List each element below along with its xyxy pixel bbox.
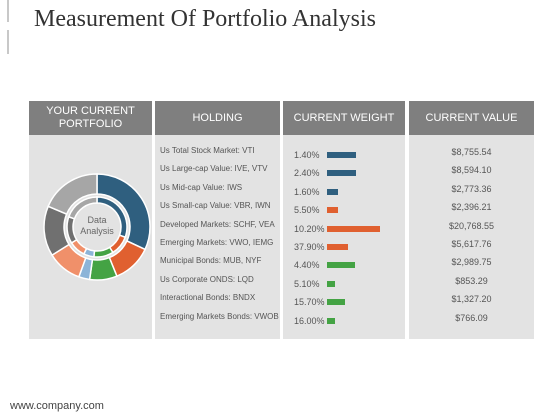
holding-item: Us Total Stock Market: VTI	[160, 146, 255, 155]
weight-row: 2.40%	[283, 166, 405, 180]
weight-bar	[327, 170, 356, 177]
weight-bar	[327, 280, 335, 287]
weight-header: CURRENT WEIGHT	[283, 101, 405, 135]
weight-percent: 1.60%	[294, 186, 320, 197]
portfolio-donut: Data Analysis	[39, 169, 155, 285]
left-edge-line-bottom	[7, 30, 9, 54]
weight-row: 15.70%	[283, 295, 405, 309]
value-item: $853.29	[455, 275, 488, 286]
weight-row: 1.60%	[283, 185, 405, 199]
value-item: $766.09	[455, 312, 488, 323]
value-item: $8,755.54	[451, 147, 492, 157]
footer-url: www.company.com	[10, 400, 104, 412]
weight-bar	[327, 188, 338, 195]
holding-column: HOLDING Us Total Stock Market: VTI Us Lar…	[155, 101, 280, 339]
portfolio-body: Data Analysis	[29, 135, 152, 339]
value-item: $8,594.10	[451, 165, 492, 176]
donut-inner-segment	[67, 196, 98, 220]
value-item: $1,327.20	[451, 294, 492, 305]
value-item: $2,396.21	[451, 202, 492, 213]
weight-percent: 2.40%	[294, 168, 320, 179]
holding-item: Interactional Bonds: BNDX	[160, 293, 256, 303]
weight-percent: 15.70%	[294, 297, 325, 308]
weight-row: 5.50%	[283, 203, 405, 217]
donut-center-label: Data Analysis	[80, 215, 114, 236]
value-header: CURRENT VALUE	[409, 101, 534, 135]
weight-percent: 16.00%	[294, 315, 325, 326]
holding-item: Emerging Markets: VWO, IEMG	[160, 238, 274, 247]
weight-row: 4.40%	[283, 258, 405, 272]
donut-outer-segment	[47, 173, 98, 216]
weight-row: 37.90%	[283, 240, 405, 254]
holding-item: Us Small-cap Value: VBR, IWN	[160, 201, 271, 211]
donut-center	[75, 205, 119, 249]
weight-body: 1.40% 2.40% 1.60% 5.50% 10.20% 37.90% 4.40% 5.1…	[283, 135, 405, 339]
weight-bar	[327, 244, 348, 250]
weight-row: 1.40%	[283, 148, 405, 162]
holding-item: Developed Markets: SCHF, VEA	[160, 219, 275, 229]
weight-column: CURRENT WEIGHT 1.40% 2.40% 1.60% 5.50% 10.20…	[283, 101, 405, 339]
holding-item: Us Large-cap Value: IVE, VTV	[160, 164, 268, 174]
value-item: $2,989.75	[451, 257, 492, 268]
weight-row: 5.10%	[283, 277, 405, 291]
weight-row: 10.20%	[283, 222, 405, 236]
value-item: $5,617.76	[451, 239, 492, 249]
weight-bar	[327, 262, 355, 269]
weight-row: 16.00%	[283, 314, 405, 328]
page-title: Measurement Of Portfolio Analysis	[34, 6, 376, 32]
weight-percent: 1.40%	[294, 150, 320, 160]
portfolio-header: YOUR CURRENT PORTFOLIO	[29, 101, 152, 135]
weight-bar	[327, 152, 356, 158]
weight-bar	[327, 299, 345, 306]
holding-item: Us Corporate ONDS: LQD	[160, 274, 254, 284]
holding-item: Us Mid-cap Value: IWS	[160, 182, 243, 192]
weight-bar	[327, 207, 338, 214]
value-body: $8,755.54 $8,594.10 $2,773.36 $2,396.21 $20,…	[409, 135, 534, 339]
weight-percent: 5.50%	[294, 205, 320, 216]
value-column: CURRENT VALUE $8,755.54 $8,594.10 $2,773.3…	[409, 101, 534, 339]
holding-header: HOLDING	[155, 101, 280, 135]
weight-percent: 4.40%	[294, 260, 320, 271]
holding-body: Us Total Stock Market: VTI Us Large-cap V…	[155, 135, 280, 339]
holding-item: Emerging Markets Bonds: VWOB	[160, 311, 279, 321]
weight-percent: 37.90%	[294, 242, 325, 252]
donut-chart	[43, 173, 151, 281]
weight-bar	[327, 225, 380, 232]
portfolio-column: YOUR CURRENT PORTFOLIO Data Analysis	[29, 101, 152, 339]
holding-item: Municipal Bonds: MUB, NYF	[160, 256, 262, 266]
left-edge-line-top	[7, 0, 9, 22]
value-item: $2,773.36	[451, 183, 492, 194]
weight-percent: 10.20%	[294, 223, 325, 234]
weight-bar	[327, 317, 335, 324]
value-item: $20,768.55	[448, 220, 495, 231]
weight-percent: 5.10%	[294, 278, 320, 289]
